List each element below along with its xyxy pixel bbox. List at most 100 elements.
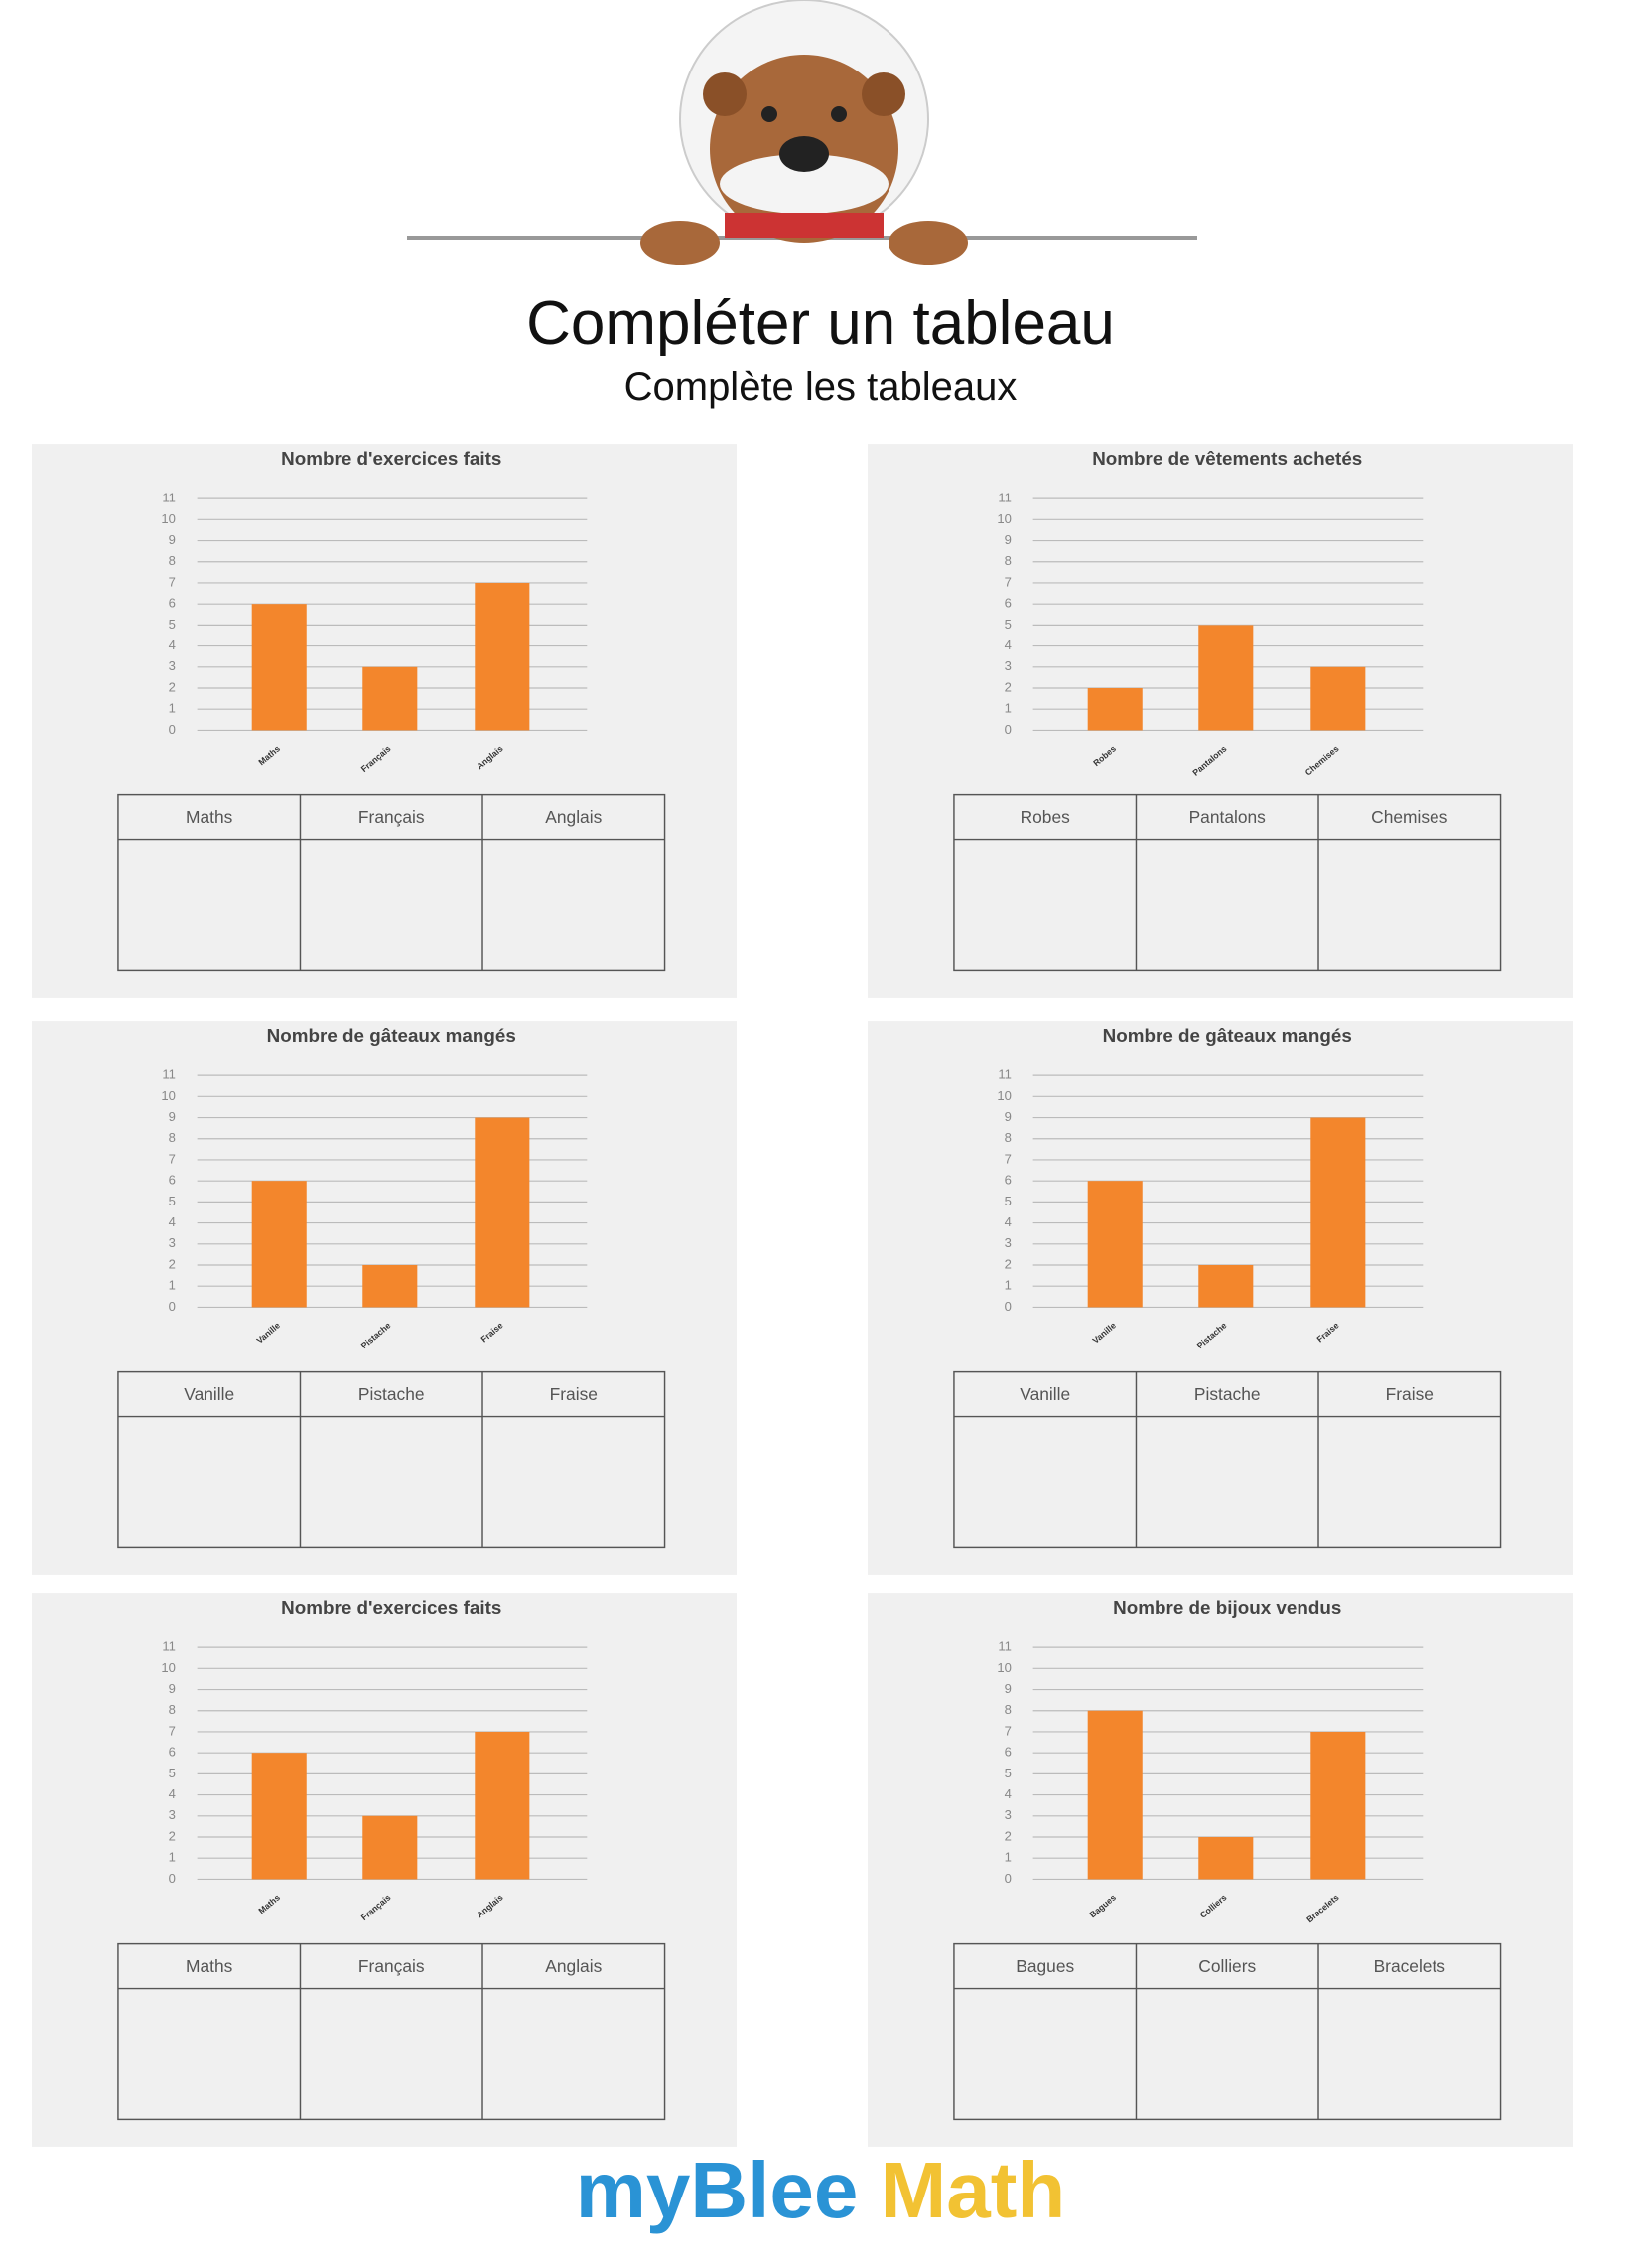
chart: Nombre d'exercices faits 0 1 2 3 4 5 6 7 8 9 10 11 Ma… xyxy=(32,1593,737,2147)
chart-title: Nombre de gâteaux mangés xyxy=(1103,1025,1352,1046)
y-tick-label: 9 xyxy=(1005,1109,1012,1124)
chart-panel: Nombre d'exercices faits 0 1 2 3 4 5 6 7 8 9 10 11 Ma… xyxy=(32,444,737,998)
brand: myBlee Math xyxy=(0,2145,1641,2236)
y-tick-label: 11 xyxy=(998,1067,1012,1082)
chart-panel: Nombre d'exercices faits 0 1 2 3 4 5 6 7 8 9 10 11 Ma… xyxy=(32,1593,737,2147)
y-tick-label: 11 xyxy=(162,1639,176,1654)
y-tick-label: 2 xyxy=(169,679,176,694)
y-tick-label: 8 xyxy=(169,1130,176,1145)
y-tick-label: 5 xyxy=(1005,1194,1012,1208)
y-tick-label: 4 xyxy=(169,1214,176,1229)
y-tick-label: 0 xyxy=(169,1871,176,1886)
y-tick-label: 0 xyxy=(169,1299,176,1314)
table-border xyxy=(117,1370,666,1549)
y-tick-label: 6 xyxy=(169,596,176,611)
y-tick-label: 5 xyxy=(1005,617,1012,632)
y-tick-label: 9 xyxy=(169,1109,176,1124)
bar xyxy=(1198,625,1254,731)
y-tick-label: 7 xyxy=(169,574,176,589)
y-tick-label: 5 xyxy=(169,1766,176,1780)
bar xyxy=(251,1181,307,1308)
chart-panel: Nombre de vêtements achetés 0 1 2 3 4 5 6 7 8 9 10 1… xyxy=(868,444,1573,998)
chart-title: Nombre de vêtements achetés xyxy=(1092,448,1362,469)
y-tick-label: 8 xyxy=(169,553,176,568)
y-tick-label: 10 xyxy=(161,1660,176,1675)
bar xyxy=(1310,1117,1366,1308)
y-tick-label: 10 xyxy=(997,1088,1012,1103)
y-tick-label: 4 xyxy=(1005,1786,1012,1801)
y-tick-label: 9 xyxy=(1005,1681,1012,1696)
chart: Nombre d'exercices faits 0 1 2 3 4 5 6 7 8 9 10 11 Ma… xyxy=(32,444,737,998)
y-tick-label: 10 xyxy=(997,1660,1012,1675)
title: Compléter un tableau xyxy=(526,289,1115,357)
table-header: Anglais xyxy=(545,1956,602,1976)
table-header: Vanille xyxy=(184,1384,234,1404)
y-tick-label: 3 xyxy=(1005,1235,1012,1250)
y-tick-label: 5 xyxy=(169,617,176,632)
y-tick-label: 1 xyxy=(1005,701,1012,716)
chart-panel: Nombre de gâteaux mangés 0 1 2 3 4 5 6 7 8 9 10 11 Va… xyxy=(868,1021,1573,1575)
y-tick-label: 10 xyxy=(997,511,1012,526)
y-tick-label: 4 xyxy=(169,1786,176,1801)
table-border xyxy=(953,1942,1502,2121)
subtitle: Complète les tableaux xyxy=(623,365,1018,409)
y-tick-label: 6 xyxy=(169,1173,176,1188)
y-tick-label: 6 xyxy=(169,1745,176,1760)
table-header: Bracelets xyxy=(1374,1956,1446,1976)
table-header: Fraise xyxy=(550,1384,598,1404)
table-header: Chemises xyxy=(1371,807,1448,827)
bar xyxy=(1198,1265,1254,1308)
y-tick-label: 6 xyxy=(1005,596,1012,611)
chart: Nombre de gâteaux mangés 0 1 2 3 4 5 6 7 8 9 10 11 Va… xyxy=(868,1021,1573,1575)
bar xyxy=(1198,1837,1254,1880)
y-tick-label: 1 xyxy=(169,1278,176,1293)
table-header: Pantalons xyxy=(1189,807,1267,827)
bar xyxy=(251,604,307,731)
chart: Nombre de bijoux vendus 0 1 2 3 4 5 6 7 8 9 10 11 Bag… xyxy=(868,1593,1573,2147)
y-tick-label: 3 xyxy=(169,658,176,673)
y-tick-label: 0 xyxy=(1005,1871,1012,1886)
y-tick-label: 9 xyxy=(1005,532,1012,547)
table-header: Pistache xyxy=(1194,1384,1261,1404)
y-tick-label: 5 xyxy=(169,1194,176,1208)
y-tick-label: 3 xyxy=(1005,658,1012,673)
chart: Nombre de vêtements achetés 0 1 2 3 4 5 6 7 8 9 10 1… xyxy=(868,444,1573,998)
y-tick-label: 2 xyxy=(169,1828,176,1843)
y-tick-label: 4 xyxy=(1005,638,1012,652)
table-header: Robes xyxy=(1021,807,1071,827)
y-tick-label: 8 xyxy=(1005,1130,1012,1145)
bar xyxy=(1087,1710,1143,1880)
y-tick-label: 11 xyxy=(998,1639,1012,1654)
y-tick-label: 3 xyxy=(169,1807,176,1822)
table-border xyxy=(117,1942,666,2121)
bar xyxy=(362,1265,418,1308)
y-tick-label: 8 xyxy=(169,1702,176,1717)
y-tick-label: 3 xyxy=(1005,1807,1012,1822)
y-tick-label: 1 xyxy=(1005,1850,1012,1865)
y-tick-label: 1 xyxy=(1005,1278,1012,1293)
y-tick-label: 10 xyxy=(161,1088,176,1103)
y-tick-label: 1 xyxy=(169,701,176,716)
y-tick-label: 0 xyxy=(1005,1299,1012,1314)
table-header: Bagues xyxy=(1016,1956,1074,1976)
table-header: Pistache xyxy=(358,1384,425,1404)
y-tick-label: 7 xyxy=(1005,574,1012,589)
table-header: Français xyxy=(358,1956,425,1976)
brand-part: Math xyxy=(880,2146,1066,2234)
bar xyxy=(1310,666,1366,731)
y-tick-label: 8 xyxy=(1005,1702,1012,1717)
bar xyxy=(475,582,530,731)
y-tick-label: 11 xyxy=(162,1067,176,1082)
bar xyxy=(475,1117,530,1308)
chart-title: Nombre d'exercices faits xyxy=(281,448,501,469)
y-tick-label: 6 xyxy=(1005,1173,1012,1188)
bar xyxy=(1087,1181,1143,1308)
chart-title: Nombre de gâteaux mangés xyxy=(267,1025,516,1046)
bar xyxy=(362,1815,418,1880)
table-header: Maths xyxy=(186,1956,233,1976)
table-header: Maths xyxy=(186,807,233,827)
y-tick-label: 4 xyxy=(169,638,176,652)
y-tick-label: 11 xyxy=(162,491,176,505)
table-header: Colliers xyxy=(1198,1956,1256,1976)
